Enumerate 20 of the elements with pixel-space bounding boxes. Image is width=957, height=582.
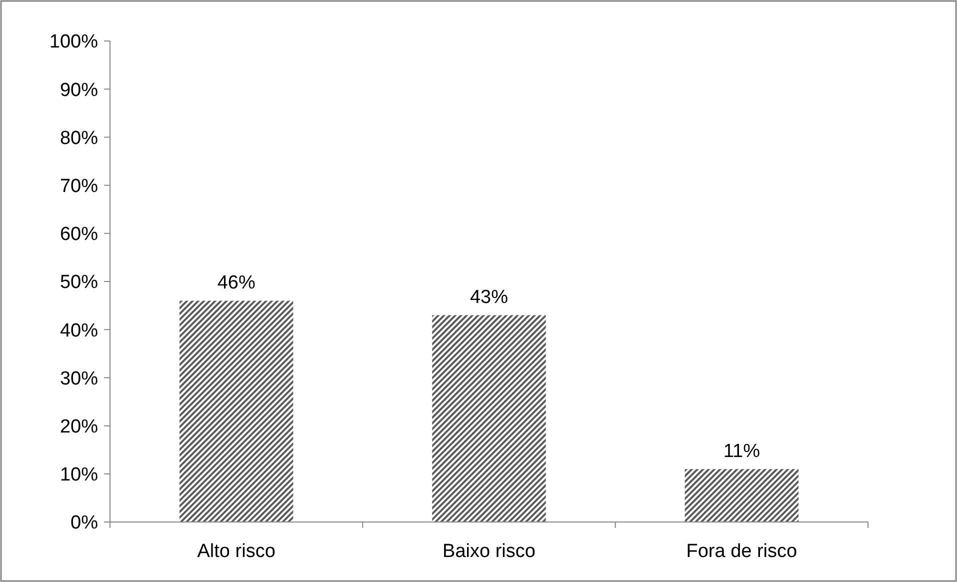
x-tick-label: Alto risco xyxy=(197,541,276,562)
data-label: 11% xyxy=(723,441,760,462)
y-tick-label: 40% xyxy=(60,320,98,342)
x-tick-label: Fora de risco xyxy=(686,541,798,562)
x-tick-label: Baixo risco xyxy=(442,541,536,562)
y-tick-label: 60% xyxy=(60,224,98,246)
data-label: 43% xyxy=(470,287,508,308)
bar xyxy=(179,300,294,522)
y-tick-label: 100% xyxy=(49,32,98,53)
y-tick-label: 10% xyxy=(60,464,98,486)
y-tick-label: 0% xyxy=(70,512,98,534)
bar xyxy=(684,469,799,522)
y-tick-label: 90% xyxy=(60,80,98,101)
bar xyxy=(432,315,546,522)
y-tick-label: 50% xyxy=(60,272,98,294)
y-tick-label: 70% xyxy=(60,176,98,197)
y-tick-label: 80% xyxy=(60,128,98,149)
y-tick-label: 30% xyxy=(60,368,98,390)
data-label: 46% xyxy=(217,272,256,294)
y-tick-label: 20% xyxy=(60,416,98,438)
